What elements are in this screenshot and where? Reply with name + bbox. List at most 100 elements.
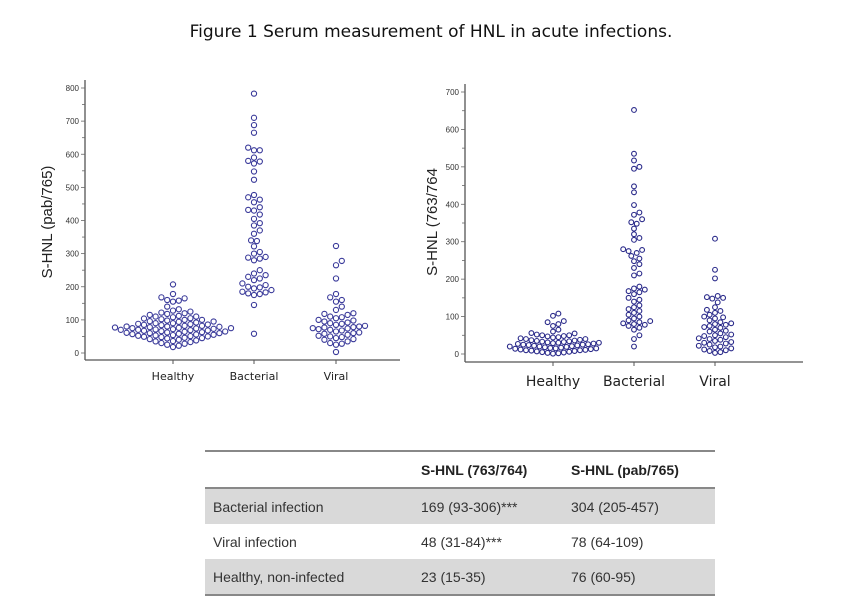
data-point-viral [327,313,334,320]
data-point-healthy [558,344,565,351]
data-point-viral [703,294,710,301]
y-tick-label: 200 [66,283,80,292]
data-point-bacterial [631,315,637,322]
data-point-bacterial [239,288,246,295]
y-tick-label: 300 [66,250,80,259]
data-point-healthy [152,338,159,345]
data-point-healthy [175,336,182,343]
data-point-bacterial [631,304,637,311]
table-header-row: S-HNL (763/764) S-HNL (pab/765) [205,451,715,489]
data-point-healthy [169,325,177,333]
data-point-healthy [571,330,578,337]
data-point-healthy [544,319,551,326]
data-point-bacterial [250,191,258,199]
data-point-viral [714,299,721,306]
data-point-viral [712,321,718,328]
table-cell: Viral infection [213,533,297,550]
data-point-bacterial [245,157,252,165]
data-point-bacterial [256,147,263,154]
data-point-viral [712,315,718,322]
data-point-bacterial [636,209,643,216]
data-point-healthy [135,320,142,327]
data-point-bacterial [256,219,263,227]
data-point-viral [338,314,345,321]
data-point-bacterial [250,168,258,175]
data-point-bacterial [250,276,258,284]
data-point-bacterial [250,330,258,337]
data-point-bacterial [256,158,263,165]
data-point-healthy [193,313,200,320]
data-point-bacterial [250,257,258,264]
data-point-bacterial [631,183,637,190]
data-point-healthy [582,346,589,353]
y-tick-label: 100 [66,316,80,325]
data-point-bacterial [636,261,643,268]
data-point-viral [321,310,328,318]
data-point-healthy [587,346,594,353]
table-cell: Healthy, non-infected [205,559,413,595]
data-point-viral [309,325,316,332]
data-point-bacterial [625,317,632,324]
data-point-bacterial [636,296,643,303]
data-point-viral [344,311,351,319]
data-point-healthy [187,315,194,322]
data-point-viral [350,317,357,324]
data-point-viral [332,306,340,314]
data-point-healthy [550,312,556,319]
data-point-bacterial [250,285,258,292]
data-point-viral [356,329,363,336]
figure-title: Figure 1 Serum measurement of HNL in acu… [189,22,673,42]
data-point-healthy [520,341,527,348]
data-point-healthy [164,341,171,348]
data-point-viral [327,320,334,327]
data-point-bacterial [636,283,643,290]
data-point-healthy [204,327,211,334]
data-point-viral [717,330,724,337]
data-point-bacterial [620,320,627,327]
data-point-healthy [187,308,194,315]
data-point-healthy [506,343,513,350]
table-row: Healthy, non-infected 23 (15-35) 76 (60-… [205,559,715,595]
y-tick-label: 700 [66,117,80,126]
data-point-healthy [210,318,217,325]
y-tick-label: 600 [446,125,460,134]
data-point-viral [338,303,345,310]
data-point-healthy [123,323,130,330]
data-point-healthy [574,342,581,349]
data-point-viral [717,336,724,343]
data-point-healthy [555,310,562,317]
data-point-bacterial [631,258,637,265]
data-point-healthy [152,313,159,320]
data-point-healthy [129,325,136,332]
y-tick-label: 0 [75,349,80,358]
data-point-viral [332,321,340,328]
data-point-bacterial [250,129,258,136]
data-point-healthy [222,328,229,335]
y-tick-label: 0 [455,350,460,359]
data-point-viral [344,338,351,345]
table-cell: 78 (64-109) [571,533,644,550]
data-point-healthy [227,325,235,332]
data-point-bacterial [636,308,643,314]
data-point-healthy [117,326,124,333]
y-tick-label: 800 [66,84,80,93]
data-point-viral [712,275,718,282]
data-point-healthy [514,340,521,347]
data-point-bacterial [262,281,269,289]
data-point-healthy [528,330,535,336]
data-point-healthy [550,334,556,341]
data-point-viral [712,332,718,339]
data-point-viral [327,333,334,340]
data-point-viral [315,316,322,324]
data-point-bacterial [647,318,654,325]
data-point-viral [728,339,735,345]
data-point-bacterial [250,243,258,250]
data-point-bacterial [631,107,637,113]
y-tick-label: 100 [446,313,460,322]
data-point-viral [332,290,340,298]
data-point-bacterial [262,272,269,279]
data-point-healthy [187,321,194,328]
data-point-healthy [533,348,540,355]
data-point-healthy [566,338,573,345]
data-point-bacterial [256,290,263,298]
